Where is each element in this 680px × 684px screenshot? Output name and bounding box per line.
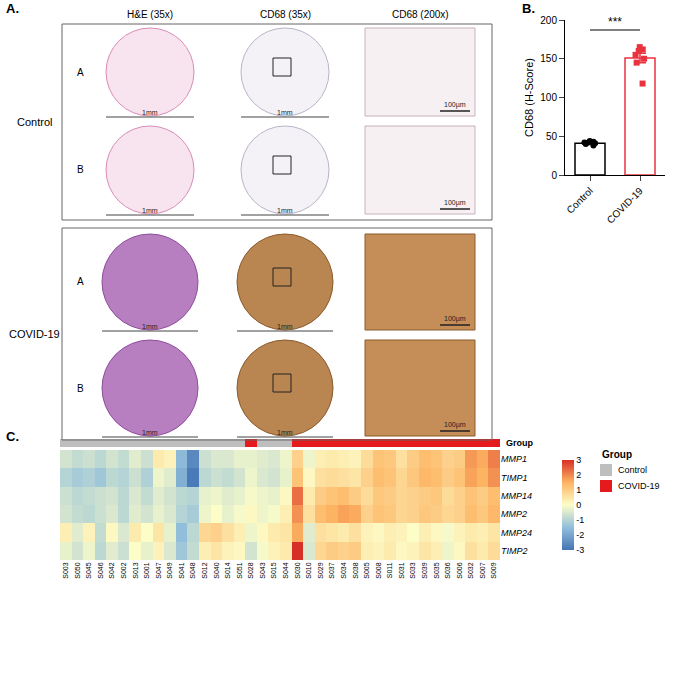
svg-text:50: 50 [546, 131, 558, 142]
svg-text:S042: S042 [108, 562, 115, 578]
svg-text:CD68 (35x): CD68 (35x) [260, 9, 311, 20]
svg-text:Control: Control [618, 465, 647, 475]
svg-text:S006: S006 [456, 562, 463, 578]
svg-text:S003: S003 [62, 562, 69, 578]
svg-text:0: 0 [551, 170, 557, 181]
svg-text:CD68 (200x): CD68 (200x) [392, 9, 449, 20]
svg-text:S045: S045 [85, 562, 92, 578]
svg-text:S036: S036 [444, 562, 451, 578]
svg-text:100µm: 100µm [444, 421, 466, 429]
svg-text:S014: S014 [224, 562, 231, 578]
svg-text:TIMP2: TIMP2 [501, 546, 528, 556]
svg-text:COVID-19: COVID-19 [605, 185, 646, 226]
svg-text:MMP2: MMP2 [501, 509, 527, 519]
svg-text:S041: S041 [178, 562, 185, 578]
svg-text:COVID-19: COVID-19 [618, 481, 660, 491]
svg-text:S032: S032 [467, 562, 474, 578]
svg-text:-3: -3 [576, 545, 584, 555]
svg-text:S039: S039 [421, 562, 428, 578]
svg-text:1mm: 1mm [277, 109, 293, 116]
svg-text:H&E (35x): H&E (35x) [127, 9, 173, 20]
svg-text:200: 200 [540, 15, 557, 26]
svg-text:S015: S015 [270, 562, 277, 578]
svg-text:1mm: 1mm [142, 207, 158, 214]
svg-text:S048: S048 [189, 562, 196, 578]
svg-text:S044: S044 [282, 562, 289, 578]
svg-text:S046: S046 [97, 562, 104, 578]
svg-text:S010: S010 [305, 562, 312, 578]
svg-text:A.: A. [6, 1, 19, 16]
svg-text:Group: Group [602, 449, 632, 460]
svg-text:S047: S047 [155, 562, 162, 578]
svg-text:S001: S001 [143, 562, 150, 578]
svg-text:S037: S037 [328, 562, 335, 578]
svg-text:MMP14: MMP14 [501, 491, 532, 501]
svg-text:MMP1: MMP1 [501, 454, 527, 464]
svg-text:B: B [77, 383, 84, 394]
svg-text:-1: -1 [576, 515, 584, 525]
svg-text:S043: S043 [259, 562, 266, 578]
svg-text:S009: S009 [490, 562, 497, 578]
svg-text:B.: B. [522, 1, 535, 16]
svg-text:2: 2 [576, 470, 581, 480]
svg-text:1mm: 1mm [142, 109, 158, 116]
svg-text:MMP24: MMP24 [501, 528, 532, 538]
svg-text:COVID-19: COVID-19 [9, 328, 60, 340]
svg-text:C.: C. [6, 429, 19, 444]
svg-text:CD68 (H-Score): CD68 (H-Score) [523, 58, 535, 137]
svg-text:3: 3 [576, 455, 581, 465]
svg-text:S007: S007 [479, 562, 486, 578]
svg-text:1mm: 1mm [142, 429, 158, 436]
svg-text:S031: S031 [398, 562, 405, 578]
svg-text:S029: S029 [317, 562, 324, 578]
svg-text:100: 100 [540, 92, 557, 103]
svg-text:Group: Group [506, 438, 533, 448]
svg-text:S008: S008 [375, 562, 382, 578]
svg-text:100µm: 100µm [444, 101, 466, 109]
svg-text:0: 0 [576, 500, 581, 510]
svg-text:S038: S038 [352, 562, 359, 578]
svg-text:S051: S051 [236, 562, 243, 578]
svg-text:S050: S050 [74, 562, 81, 578]
svg-text:S035: S035 [433, 562, 440, 578]
svg-text:S005: S005 [363, 562, 370, 578]
svg-text:A: A [77, 276, 84, 287]
svg-text:S028: S028 [247, 562, 254, 578]
svg-text:S033: S033 [409, 562, 416, 578]
svg-text:S012: S012 [201, 562, 208, 578]
svg-text:Control: Control [564, 185, 595, 216]
svg-text:150: 150 [540, 53, 557, 64]
svg-text:S040: S040 [213, 562, 220, 578]
svg-text:S034: S034 [340, 562, 347, 578]
svg-text:TIMP1: TIMP1 [501, 473, 528, 483]
svg-text:S049: S049 [166, 562, 173, 578]
svg-text:S002: S002 [120, 562, 127, 578]
svg-text:A: A [77, 67, 84, 78]
svg-text:***: *** [608, 15, 622, 29]
svg-text:1mm: 1mm [277, 207, 293, 214]
svg-text:1mm: 1mm [277, 429, 293, 436]
svg-text:S011: S011 [386, 562, 393, 578]
svg-text:-2: -2 [576, 530, 584, 540]
svg-text:1mm: 1mm [277, 323, 293, 330]
svg-text:S013: S013 [132, 562, 139, 578]
svg-text:B: B [77, 164, 84, 175]
svg-text:100µm: 100µm [444, 315, 466, 323]
svg-text:Control: Control [17, 116, 52, 128]
svg-text:1mm: 1mm [142, 323, 158, 330]
svg-text:1: 1 [576, 485, 581, 495]
svg-text:100µm: 100µm [444, 199, 466, 207]
svg-text:S030: S030 [294, 562, 301, 578]
